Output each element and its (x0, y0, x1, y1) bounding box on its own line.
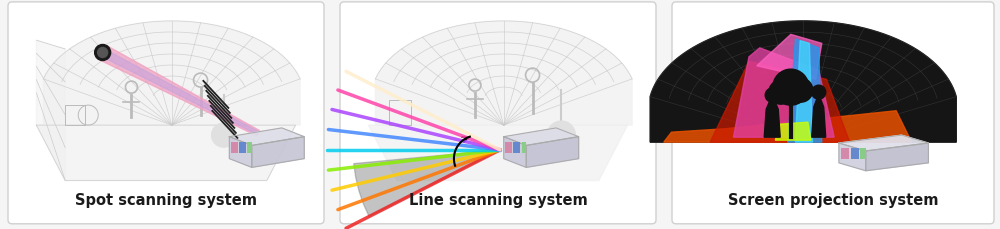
Polygon shape (36, 41, 65, 181)
Bar (239, 142, 246, 153)
Circle shape (547, 122, 575, 150)
Bar (247, 142, 252, 153)
Polygon shape (101, 50, 259, 135)
Polygon shape (36, 125, 296, 181)
Polygon shape (664, 111, 912, 142)
Circle shape (212, 124, 236, 147)
Polygon shape (866, 143, 928, 171)
Text: Screen projection system: Screen projection system (728, 192, 938, 207)
FancyBboxPatch shape (340, 3, 656, 224)
Polygon shape (733, 49, 834, 138)
Bar (513, 142, 520, 153)
Bar (860, 148, 866, 159)
Text: Line scanning system: Line scanning system (409, 192, 587, 207)
Circle shape (773, 70, 809, 106)
Polygon shape (757, 35, 822, 80)
Circle shape (769, 81, 793, 105)
Circle shape (98, 48, 108, 58)
Text: Spot scanning system: Spot scanning system (75, 192, 257, 207)
Polygon shape (526, 137, 579, 168)
FancyBboxPatch shape (8, 3, 324, 224)
Polygon shape (795, 41, 812, 142)
Bar (505, 142, 512, 153)
Circle shape (789, 79, 813, 103)
Polygon shape (650, 22, 956, 142)
Circle shape (765, 89, 779, 103)
Polygon shape (775, 123, 811, 141)
Polygon shape (839, 136, 928, 151)
Polygon shape (368, 125, 628, 181)
FancyBboxPatch shape (672, 3, 994, 224)
Polygon shape (229, 128, 304, 146)
Polygon shape (504, 137, 526, 168)
Polygon shape (354, 150, 500, 217)
Polygon shape (99, 46, 260, 136)
Polygon shape (764, 103, 780, 138)
Polygon shape (252, 137, 304, 168)
Bar (231, 142, 238, 153)
Bar (851, 148, 859, 159)
Polygon shape (812, 100, 826, 138)
Polygon shape (375, 22, 632, 125)
Polygon shape (839, 143, 866, 171)
Polygon shape (229, 137, 252, 168)
Bar (522, 142, 526, 153)
Polygon shape (43, 22, 300, 125)
Polygon shape (504, 128, 579, 146)
Bar (841, 148, 849, 159)
Polygon shape (710, 62, 850, 142)
Circle shape (812, 86, 826, 100)
Circle shape (95, 45, 111, 61)
Polygon shape (788, 40, 822, 142)
